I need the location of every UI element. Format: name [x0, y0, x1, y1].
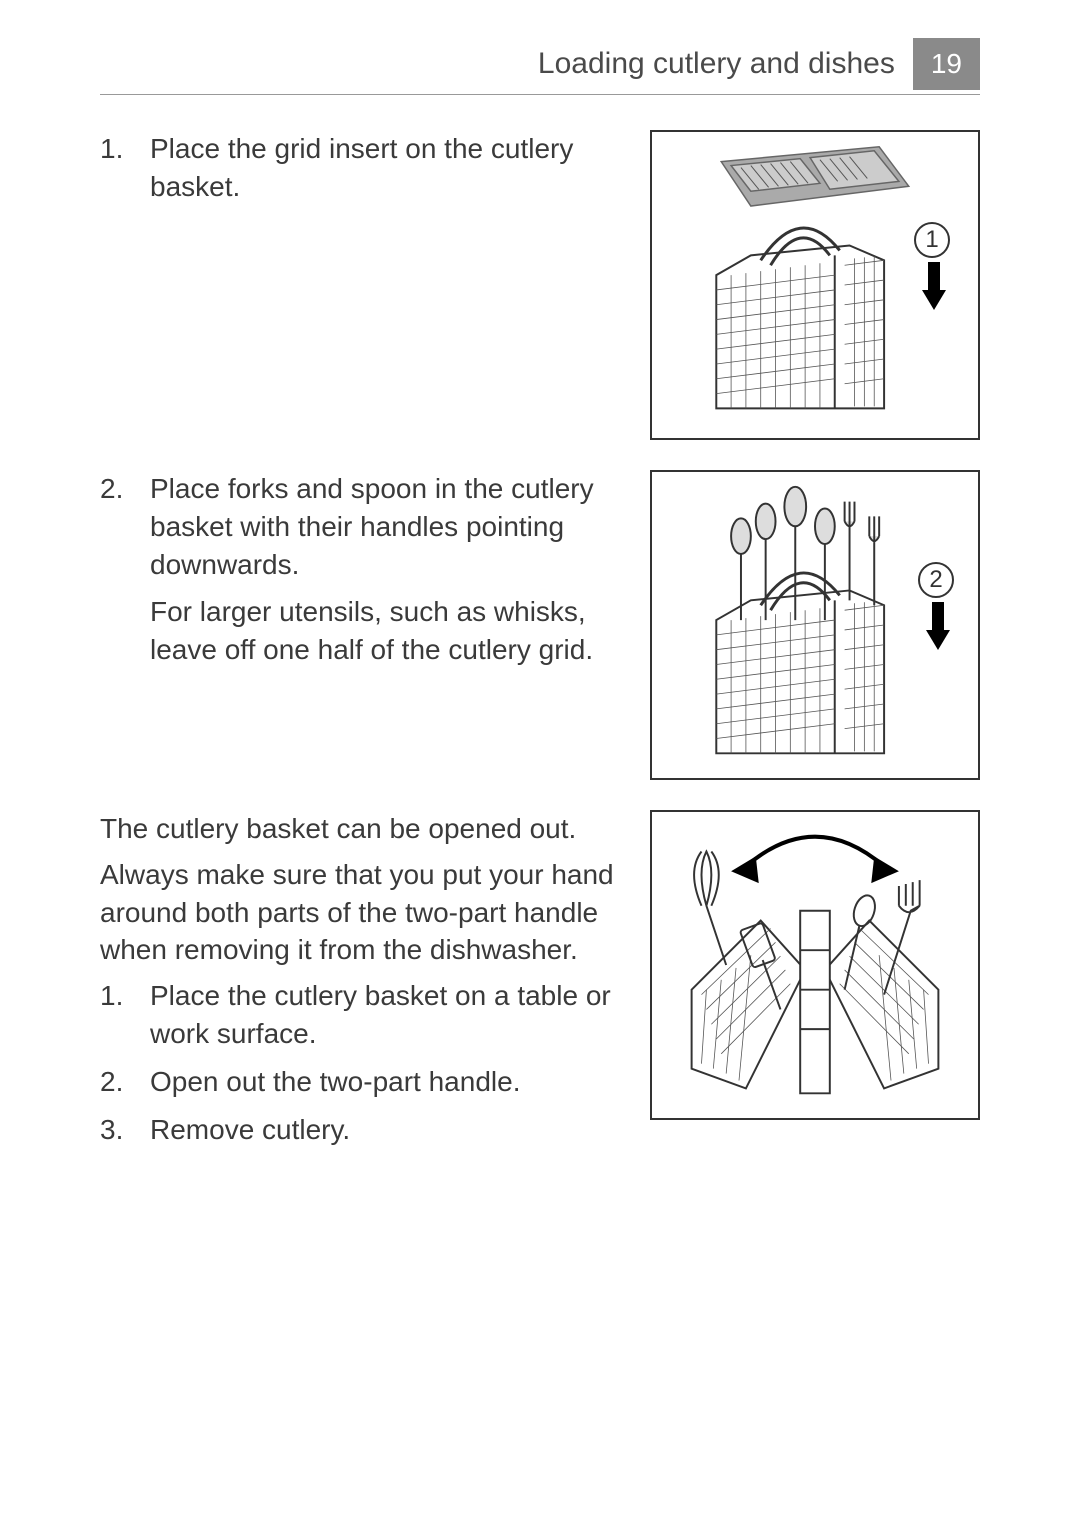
- step-number: 2.: [100, 470, 150, 583]
- intro-paragraph: Always make sure that you put your hand …: [100, 856, 620, 969]
- basket-open-diagram-icon: [652, 812, 978, 1118]
- step-subtext: For larger utensils, such as whisks, lea…: [150, 593, 620, 669]
- instruction-text-2: 2. Place forks and spoon in the cutlery …: [100, 470, 650, 669]
- step-number: 2.: [100, 1063, 150, 1101]
- callout-badge: 2: [918, 562, 954, 598]
- step-number: 3.: [100, 1111, 150, 1149]
- figure-grid-insert: 1: [650, 130, 980, 440]
- instruction-row-2: 2. Place forks and spoon in the cutlery …: [100, 470, 980, 780]
- list-item: 1. Place the grid insert on the cutlery …: [100, 130, 620, 206]
- section-title: Loading cutlery and dishes: [538, 47, 895, 81]
- list-item: 1. Place the cutlery basket on a table o…: [100, 977, 620, 1053]
- arrow-down-icon: [926, 602, 950, 652]
- list-item: 2. Place forks and spoon in the cutlery …: [100, 470, 620, 583]
- page-content: 1. Place the grid insert on the cutlery …: [100, 130, 980, 1188]
- step-text: Open out the two-part handle.: [150, 1063, 620, 1101]
- step-number: 1.: [100, 130, 150, 206]
- list-item: 2. Open out the two-part handle.: [100, 1063, 620, 1101]
- list-item: 3. Remove cutlery.: [100, 1111, 620, 1149]
- step-text: Place the grid insert on the cutlery bas…: [150, 130, 620, 206]
- step-number: 1.: [100, 977, 150, 1053]
- intro-paragraph: The cutlery basket can be opened out.: [100, 810, 620, 848]
- instruction-text-3: The cutlery basket can be opened out. Al…: [100, 810, 650, 1158]
- step-text: Place the cutlery basket on a table or w…: [150, 977, 620, 1053]
- instruction-row-3: The cutlery basket can be opened out. Al…: [100, 810, 980, 1158]
- page-header: Loading cutlery and dishes 19: [538, 38, 980, 90]
- figure-basket-open: [650, 810, 980, 1120]
- callout-badge: 1: [914, 222, 950, 258]
- header-rule: [100, 94, 980, 95]
- instruction-text-1: 1. Place the grid insert on the cutlery …: [100, 130, 650, 216]
- page-number-badge: 19: [913, 38, 980, 90]
- instruction-row-1: 1. Place the grid insert on the cutlery …: [100, 130, 980, 440]
- step-text: Place forks and spoon in the cutlery bas…: [150, 470, 620, 583]
- arrow-down-icon: [922, 262, 946, 312]
- figure-cutlery-loaded: 2: [650, 470, 980, 780]
- step-text: Remove cutlery.: [150, 1111, 620, 1149]
